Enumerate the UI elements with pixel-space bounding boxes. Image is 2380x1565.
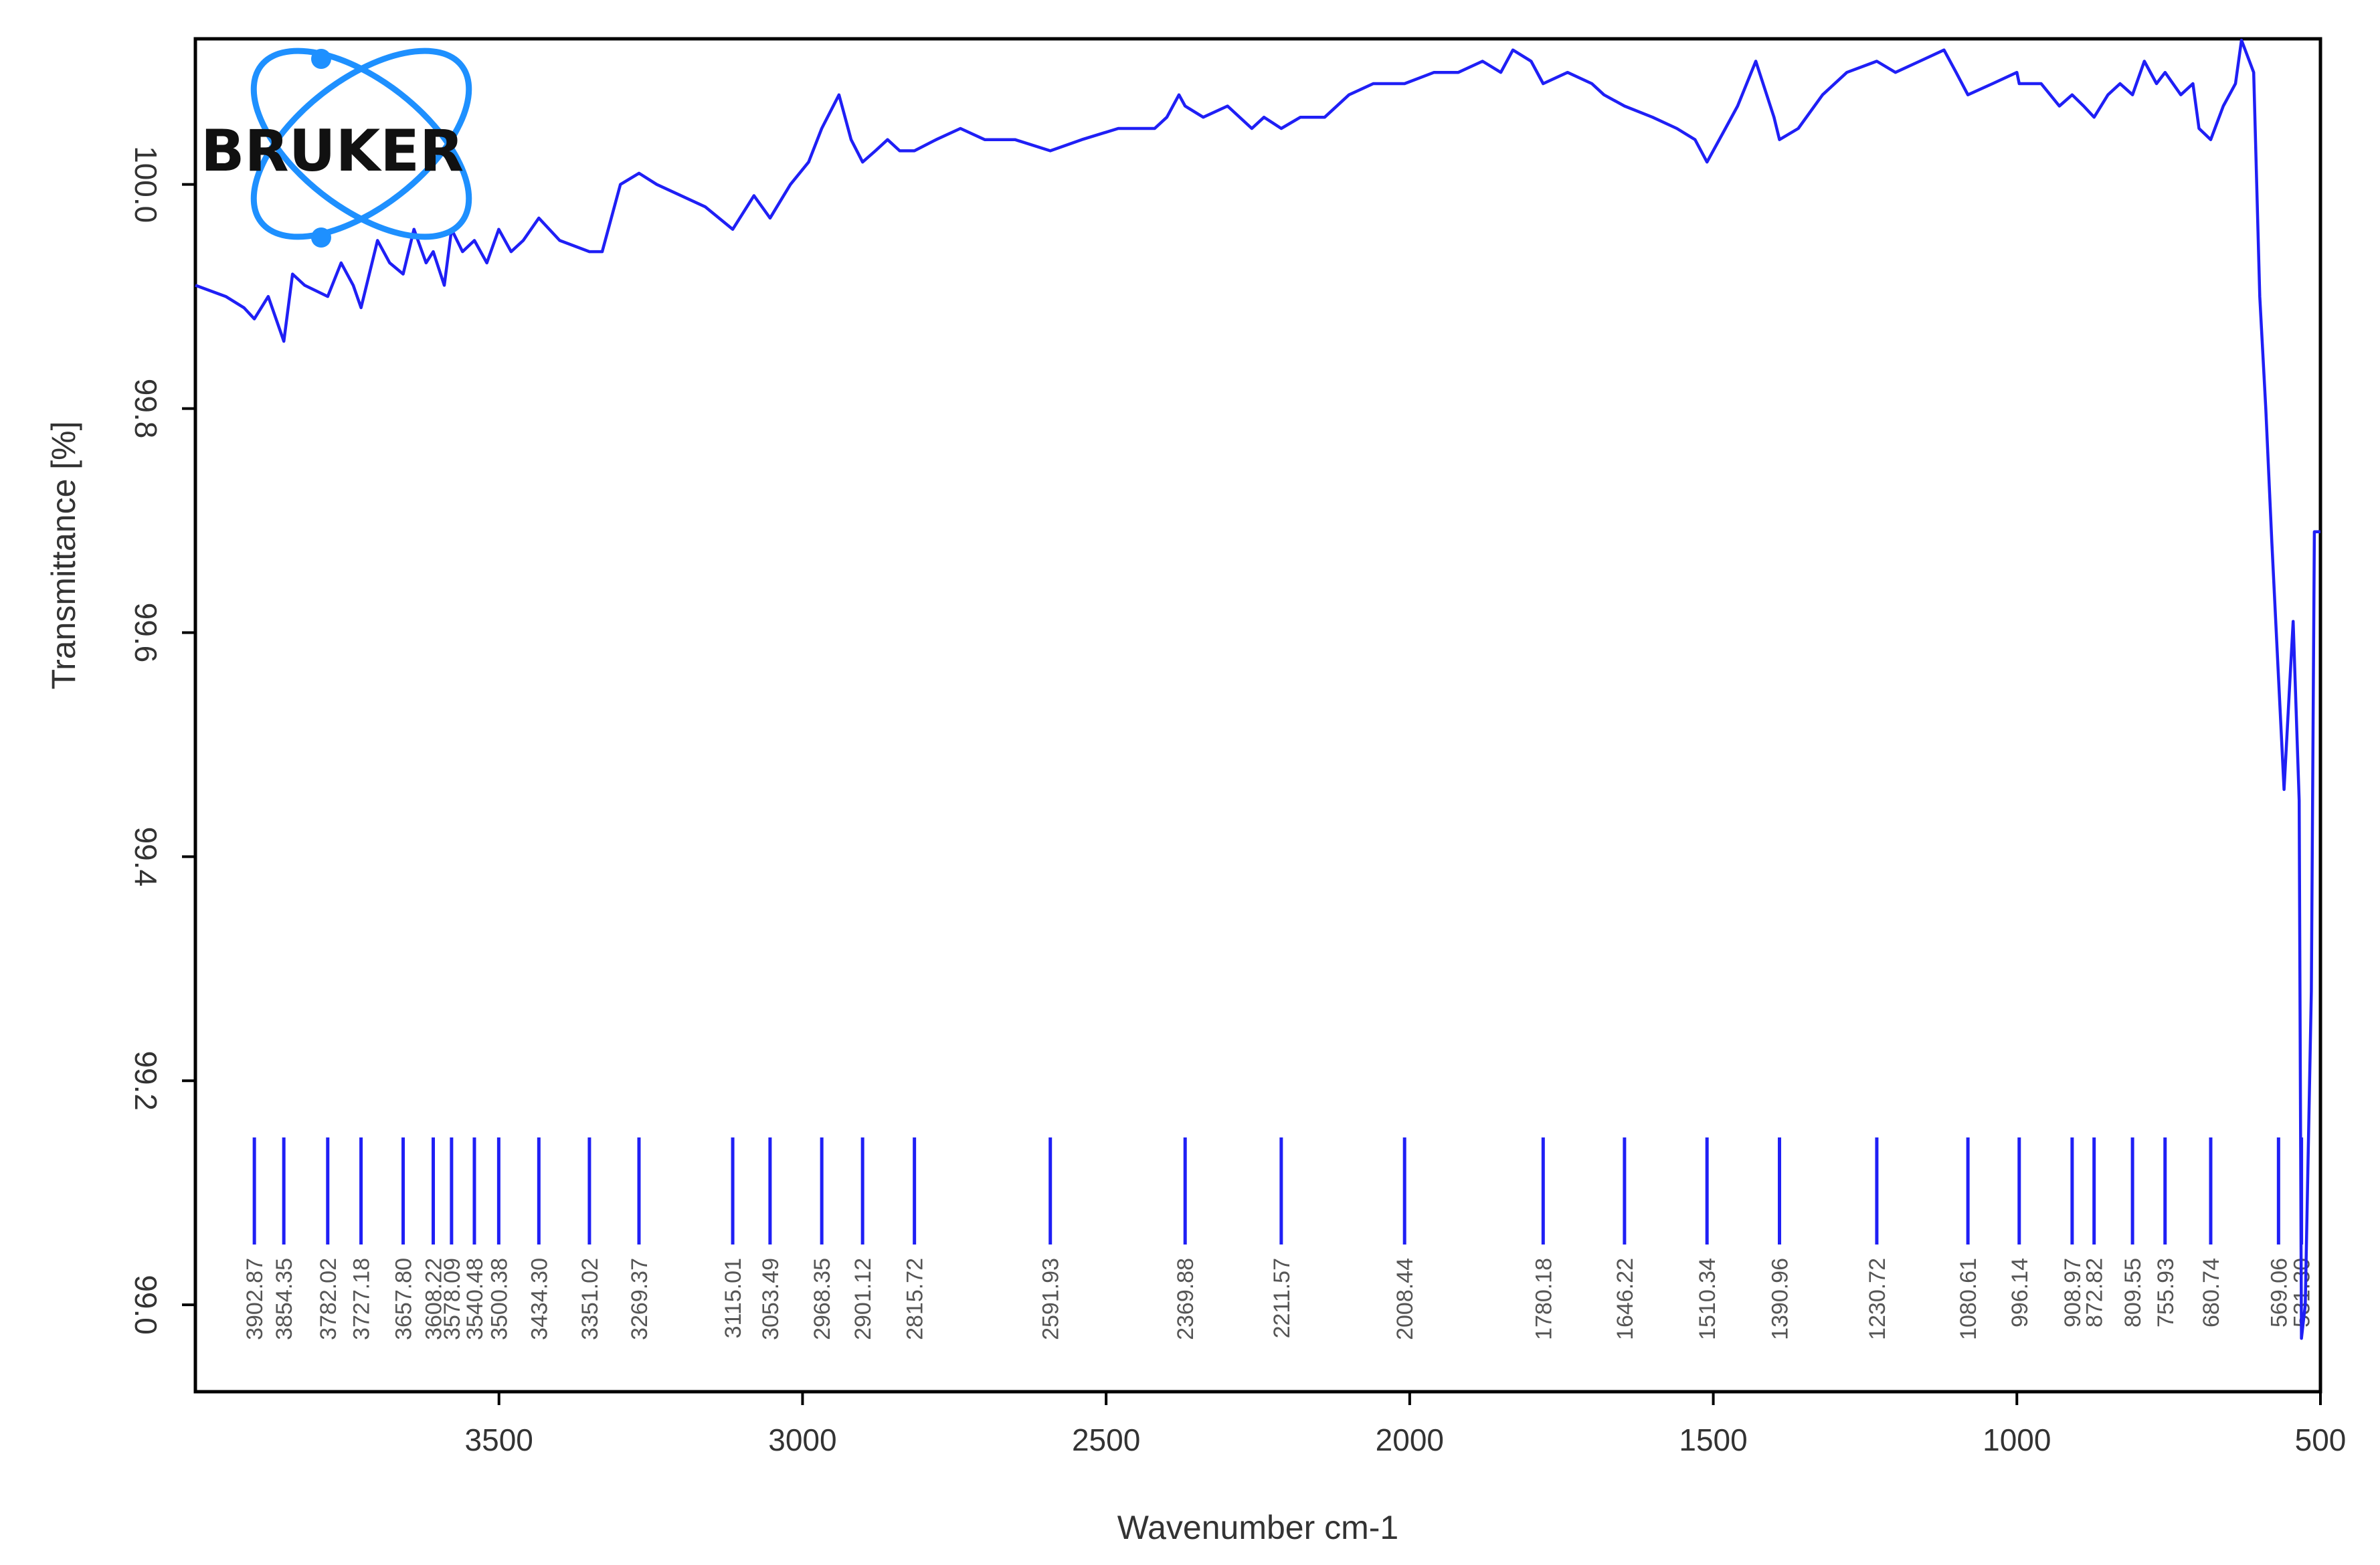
spectrum-trace-group [195,38,2320,1340]
peak-label: 569.06 [2266,1258,2292,1327]
peak-label: 2901.12 [850,1258,876,1340]
y-tick-label: 99.0 [128,1275,163,1335]
peak-label: 3657.80 [391,1258,417,1340]
peak-label: 2968.35 [810,1258,835,1340]
peak-label: 1390.96 [1768,1258,1793,1340]
x-tick-label: 2500 [1072,1422,1140,1457]
peak-label: 3351.02 [577,1258,603,1340]
x-axis-title: Wavenumber cm-1 [1117,1509,1398,1546]
peak-label: 3727.18 [349,1258,375,1340]
atom-orbit-icon [250,48,472,248]
spectrum-trace [195,38,2320,1340]
peak-label: 1510.34 [1695,1258,1720,1340]
peak-label: 1646.22 [1613,1258,1638,1340]
bruker-logo-text: BRUKER [201,118,464,185]
peak-label: 1780.18 [1531,1258,1556,1340]
peak-label: 872.82 [2082,1258,2108,1327]
x-tick-label: 1500 [1679,1422,1747,1457]
peak-label: 1080.61 [1956,1258,1981,1340]
y-axis-title: Transmittance [%] [45,421,82,689]
peak-label: 809.55 [2120,1258,2146,1327]
peak-label: 3854.35 [272,1258,297,1340]
peak-label: 3053.49 [758,1258,784,1340]
peak-label: 2008.44 [1392,1258,1418,1340]
y-tick-label: 99.2 [128,1050,163,1111]
peak-label: 3115.01 [721,1258,746,1338]
x-tick-label: 3000 [768,1422,836,1457]
peak-label: 1230.72 [1865,1258,1890,1340]
y-tick-label: 99.6 [128,603,163,663]
peak-label: 908.97 [2060,1258,2086,1327]
x-axis: 3500 3000 2500 2000 1500 1000 500 [465,1392,2347,1457]
peak-label: 680.74 [2199,1258,2224,1327]
peak-label: 3608.22 [422,1258,447,1340]
peak-label: 996.14 [2007,1258,2033,1327]
peak-label: 3782.02 [316,1258,341,1340]
y-tick-label: 100.0 [128,146,163,223]
y-tick-label: 99.8 [128,379,163,439]
peak-label: 2815.72 [903,1258,928,1340]
x-tick-label: 500 [2295,1422,2347,1457]
peak-label: 3902.87 [242,1258,268,1340]
peak-marker-group: 3902.87 3854.35 3782.02 3727.18 3657.80 3608.… [242,1137,2315,1340]
peak-label: 2369.88 [1173,1258,1198,1340]
peak-label: 3578.09 [440,1258,465,1340]
peak-label: 755.93 [2153,1258,2179,1327]
peak-label: 3500.38 [486,1258,512,1340]
y-axis: 99.0 99.2 99.4 99.6 99.8 100.0 [128,146,195,1335]
x-tick-label: 1000 [1983,1422,2051,1457]
peak-label: 3434.30 [527,1258,552,1340]
plot-frame [193,37,2322,1394]
peak-label: 2211.57 [1269,1258,1295,1338]
peak-label: 2591.93 [1038,1258,1064,1340]
bruker-logo: BRUKER [201,48,472,248]
peak-label: 3540.48 [462,1258,488,1340]
x-tick-label: 2000 [1376,1422,1444,1457]
peak-label: 3269.37 [627,1258,652,1340]
x-tick-label: 3500 [465,1422,533,1457]
y-tick-label: 99.4 [128,827,163,887]
